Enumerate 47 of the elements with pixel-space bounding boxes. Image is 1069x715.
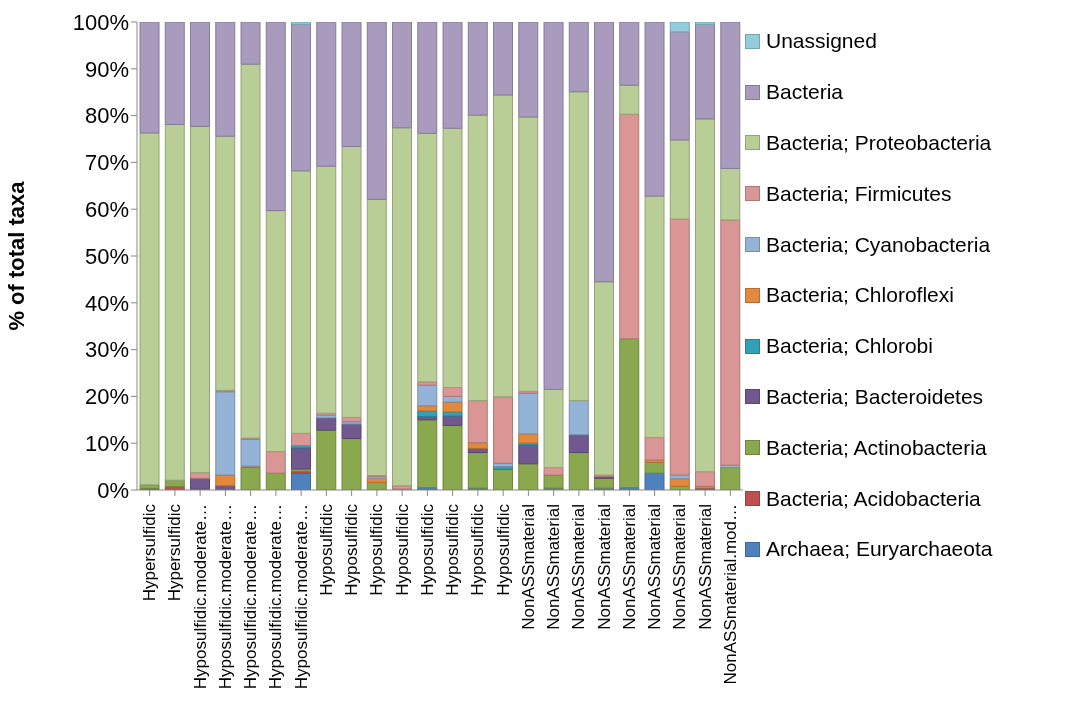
x-tick-label: Hypersulfidic	[165, 503, 185, 602]
y-tick-label: 0%	[97, 477, 129, 503]
y-tick-label: 50%	[84, 243, 129, 269]
x-tick-label: Hyposulfidic.moderate…	[190, 504, 210, 690]
legend-label: Unassigned	[766, 29, 877, 54]
legend-label: Archaea; Euryarchaeota	[766, 537, 993, 562]
x-tick-label: Hyposulfidic.moderate…	[215, 504, 235, 690]
legend-label: Bacteria; Actinobacteria	[766, 435, 987, 460]
x-tick-label: NonASSmaterial	[594, 504, 614, 630]
x-tick-label: Hyposulfidic.moderate…	[241, 504, 261, 690]
x-tick-label: Hyposulfidic.moderate…	[291, 504, 311, 690]
x-tick-label: Hyposulfidic	[367, 503, 387, 596]
x-tick-label: NonASSmaterial.mod…	[720, 504, 740, 685]
x-tick-label: NonASSmaterial	[670, 504, 690, 630]
legend-label: Bacteria; Bacteroidetes	[766, 384, 984, 409]
y-tick-label: 10%	[84, 431, 129, 457]
y-tick-label: 90%	[84, 56, 129, 82]
x-tick-label: Hyposulfidic	[443, 503, 463, 596]
legend-label: Bacteria; Chlorobi	[766, 334, 933, 359]
y-axis-title: % of total taxa	[3, 180, 29, 331]
x-tick-label: Hyposulfidic	[493, 503, 513, 596]
y-tick-label: 60%	[84, 197, 129, 223]
legend-label: Bacteria	[766, 80, 844, 105]
x-tick-label: NonASSmaterial	[695, 504, 715, 630]
legend-label: Bacteria; Acidobacteria	[766, 486, 981, 511]
y-tick-label: 20%	[84, 384, 129, 410]
x-tick-label: NonASSmaterial	[645, 504, 665, 630]
x-tick-label: Hyposulfidic.moderate…	[266, 504, 286, 690]
x-tick-label: Hyposulfidic	[316, 503, 336, 596]
legend-label: Bacteria; Proteobacteria	[766, 130, 992, 155]
y-tick-label: 100%	[72, 9, 129, 35]
legend-label: Bacteria; Firmicutes	[766, 181, 952, 206]
y-tick-label: 80%	[84, 103, 129, 129]
y-tick-label: 30%	[84, 337, 129, 363]
x-tick-label: NonASSmaterial	[518, 504, 538, 630]
x-tick-label: Hyposulfidic	[392, 503, 412, 596]
x-tick-label: NonASSmaterial	[619, 504, 639, 630]
legend-label: Bacteria; Cyanobacteria	[766, 232, 991, 257]
x-tick-label: Hyposulfidic	[417, 503, 437, 596]
x-tick-label: Hyposulfidic	[468, 503, 488, 596]
x-tick-label: NonASSmaterial	[544, 504, 564, 630]
y-tick-label: 40%	[84, 290, 129, 316]
x-tick-label: Hypersulfidic	[140, 503, 160, 602]
x-tick-label: Hyposulfidic	[342, 503, 362, 596]
y-tick-label: 70%	[84, 150, 129, 176]
x-tick-label: NonASSmaterial	[569, 504, 589, 630]
legend-label: Bacteria; Chloroflexi	[766, 283, 954, 308]
